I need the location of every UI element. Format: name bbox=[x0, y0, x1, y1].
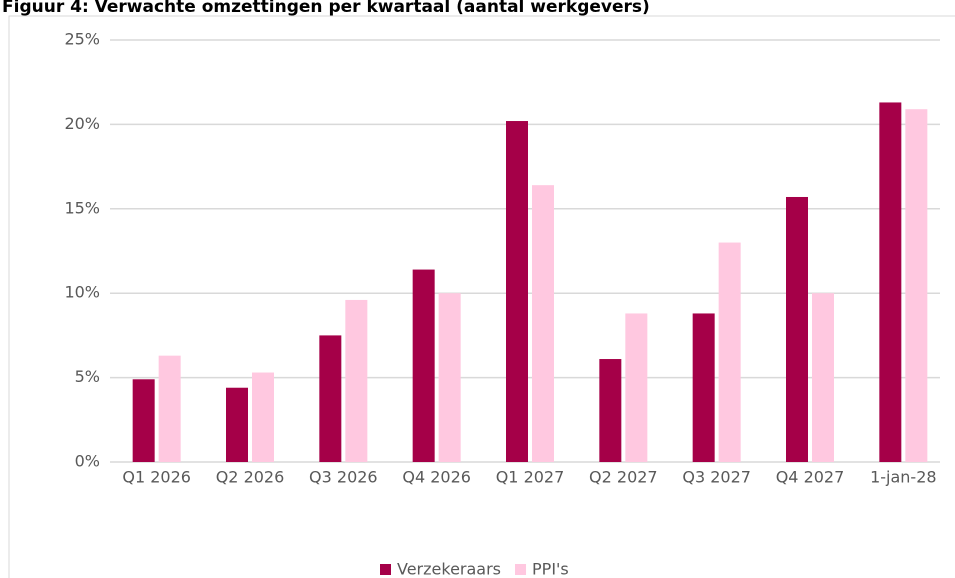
bar bbox=[438, 293, 461, 462]
bar bbox=[599, 359, 622, 462]
bar bbox=[412, 269, 435, 462]
y-tick-label: 20% bbox=[64, 114, 100, 133]
x-tick-label: Q2 2026 bbox=[216, 468, 285, 487]
chart-title: Figuur 4: Verwachte omzettingen per kwar… bbox=[2, 0, 650, 17]
bar bbox=[905, 109, 928, 462]
legend-label: Verzekeraars bbox=[397, 560, 501, 578]
bar bbox=[319, 335, 342, 462]
x-tick-label: Q3 2027 bbox=[682, 468, 751, 487]
bar bbox=[879, 102, 902, 463]
y-tick-label: 5% bbox=[75, 367, 100, 386]
bar bbox=[692, 313, 715, 462]
bar bbox=[812, 293, 834, 462]
x-tick-label: Q4 2026 bbox=[402, 468, 471, 487]
y-tick-label: 15% bbox=[64, 198, 100, 217]
y-tick-label: 10% bbox=[64, 283, 100, 302]
x-tick-label: Q1 2026 bbox=[122, 468, 191, 487]
x-tick-label: 1-jan-28 bbox=[870, 468, 936, 487]
legend-swatch bbox=[380, 564, 391, 575]
bar bbox=[252, 372, 274, 462]
x-tick-label: Q2 2027 bbox=[589, 468, 658, 487]
bar bbox=[226, 387, 248, 462]
x-tick-label: Q1 2027 bbox=[496, 468, 565, 487]
bar bbox=[718, 242, 741, 462]
x-tick-label: Q4 2027 bbox=[776, 468, 845, 487]
bar bbox=[158, 355, 181, 462]
bar bbox=[506, 121, 528, 463]
legend-label: PPI's bbox=[532, 560, 569, 578]
x-tick-label: Q3 2026 bbox=[309, 468, 378, 487]
y-tick-label: 0% bbox=[75, 452, 100, 471]
bar bbox=[132, 379, 155, 462]
bar bbox=[345, 299, 368, 462]
y-tick-label: 25% bbox=[64, 30, 100, 49]
bar bbox=[786, 196, 808, 462]
legend-swatch bbox=[515, 564, 527, 575]
bar bbox=[625, 313, 648, 462]
bar bbox=[532, 185, 554, 462]
chart-frame bbox=[8, 15, 955, 578]
